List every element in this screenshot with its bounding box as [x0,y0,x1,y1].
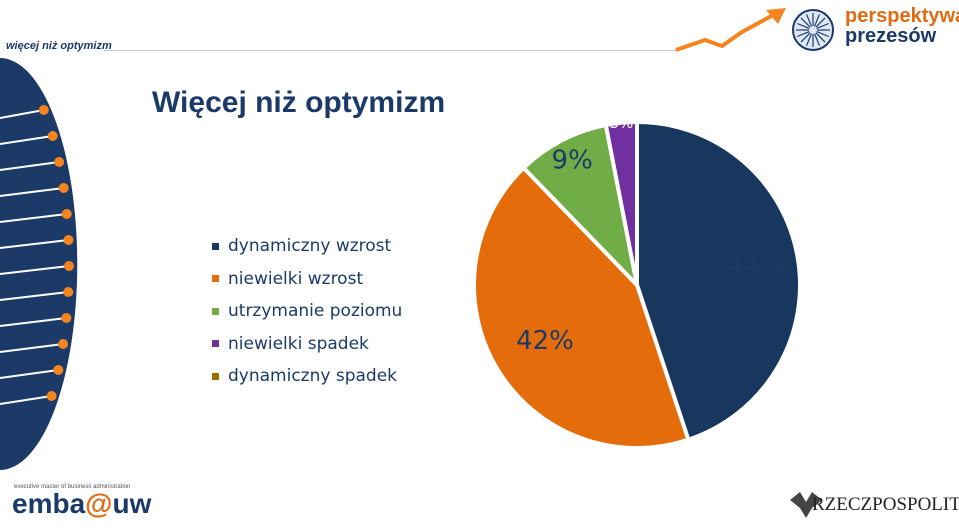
legend-item: niewielki wzrost [212,263,402,296]
spoke-line [0,343,64,353]
legend-label: niewielki wzrost [228,268,364,289]
brand-line-2: prezesów [845,25,937,47]
spoke-dot [54,157,65,167]
page-title: Więcej niż optymizm [152,86,446,119]
pie-slice-1 [472,165,691,450]
sunburst-ray [815,17,826,28]
sunburst-ray [815,32,826,43]
legend-swatch [212,340,219,348]
sunburst-ray [797,30,810,38]
emba-subtitle: executive master of business administrat… [14,484,131,490]
sunburst-ray [800,32,811,43]
sunburst-ray [813,33,821,46]
pie-data-label-0: 44% [727,251,785,281]
spoke-line [0,395,52,405]
legend-swatch [212,372,219,380]
pie-slice-0 [635,120,802,442]
legend-label: utrzymanie poziomu [228,301,403,322]
spoke-line [0,109,44,119]
spoke-line [0,213,67,223]
spoke-line [0,135,53,145]
sunburst-ray [805,33,813,46]
legend-swatch [212,275,219,283]
brand-logo: perspektywa prezesów [845,6,959,46]
sunburst-ray [805,14,813,27]
legend-item: dynamiczny wzrost [212,230,402,263]
sunburst-ray [800,17,811,28]
pie-slice-3 [603,120,639,287]
chart-legend: dynamiczny wzrost niewielki wzrost utrzyma… [212,230,402,393]
emba-text: emba [12,488,86,519]
spoke-line [0,369,59,379]
sunburst-ray [816,30,829,38]
legend-swatch [212,242,219,250]
spoke-dot [63,287,74,297]
spoke-dot [61,313,72,323]
legend-swatch [212,307,219,315]
legend-item: niewielki spadek [212,328,402,361]
legend-label: niewielki spadek [228,333,369,354]
spoke-dot [58,339,69,349]
spoke-line [0,161,60,171]
brand-line-1: perspektywa [845,5,959,27]
sunburst-rays-icon [796,13,830,47]
pie-data-label-2: 9% [552,146,593,176]
arrow-head-icon [766,8,786,24]
legend-label: dynamiczny spadek [228,366,397,387]
spoke-line [0,317,67,327]
eagle-logo-icon [790,492,822,518]
spoke-line [0,239,69,249]
emba-at: @ [85,488,113,519]
pie-data-label-1: 42% [516,326,574,356]
spoke-dot [47,131,58,141]
spoke-line [0,187,64,197]
spoke-line [0,291,69,301]
growth-arrow-icon [675,12,776,52]
sunburst-ray [813,14,821,27]
spoke-dot [63,235,74,245]
rzeczpospolita-logo: RZECZPOSPOLITA [812,494,959,515]
spoke-dot [46,391,57,401]
emba-wordmark: emba@uw [12,490,151,518]
spoke-dot [63,261,74,271]
header-tag: więcej niż optymizm [6,40,112,52]
left-spokes-decoration [0,105,74,405]
header-divider [104,50,676,51]
spoke-line [0,265,70,275]
spoke-dot [38,105,49,115]
legend-item: dynamiczny spadek [212,360,402,393]
uw-text: uw [112,488,152,519]
sunburst-ray [816,22,829,30]
spoke-dot [53,365,64,375]
pie-data-label-3: 3% [609,114,633,132]
emba-logo: executive master of business administrat… [12,484,151,518]
legend-label: dynamiczny wzrost [228,236,392,257]
spoke-dot [58,183,69,193]
spoke-dot [61,209,72,219]
sunburst-ray [797,22,810,30]
legend-item: utrzymanie poziomu [212,295,402,328]
